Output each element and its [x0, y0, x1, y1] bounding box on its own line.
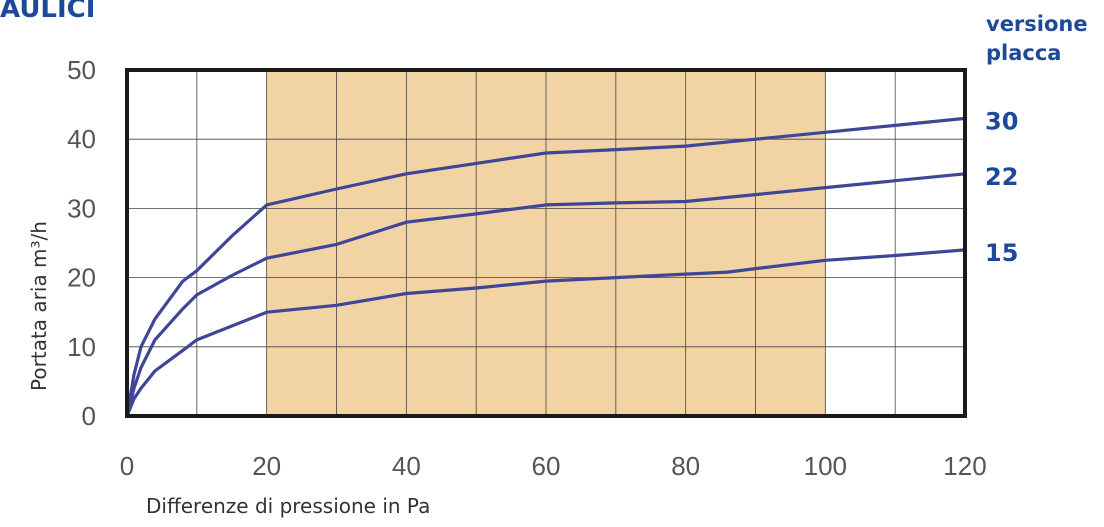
- series-label-22: 22: [985, 163, 1018, 191]
- x-axis-label: Differenze di pressione in Pa: [146, 494, 431, 518]
- x-tick-label: 80: [671, 451, 700, 481]
- series-line-15: [125, 248, 967, 418]
- plot-frame: [125, 68, 967, 418]
- page-heading: AULICI: [0, 0, 96, 24]
- y-axis-label: Portata aria m³/h: [27, 221, 51, 391]
- y-tick-label: 0: [82, 401, 96, 431]
- y-tick-label: 10: [67, 332, 96, 362]
- x-tick-label: 100: [804, 451, 847, 481]
- x-tick-label: 40: [392, 451, 421, 481]
- legend-title-line2: placca: [986, 41, 1062, 65]
- x-tick-label: 0: [120, 451, 134, 481]
- y-tick-label: 40: [67, 124, 96, 154]
- series-label-15: 15: [985, 239, 1018, 267]
- series-label-30: 30: [985, 107, 1018, 135]
- legend-title-line1: versione: [986, 12, 1088, 36]
- series-line-22: [125, 172, 967, 418]
- x-tick-label: 60: [532, 451, 561, 481]
- y-tick-label: 20: [67, 263, 96, 293]
- legend-title: versione placca: [986, 10, 1088, 68]
- x-tick-label: 20: [252, 451, 281, 481]
- series-line-30: [125, 116, 967, 418]
- y-tick-label: 50: [67, 55, 96, 85]
- x-tick-label: 120: [943, 451, 986, 481]
- y-tick-label: 30: [67, 193, 96, 223]
